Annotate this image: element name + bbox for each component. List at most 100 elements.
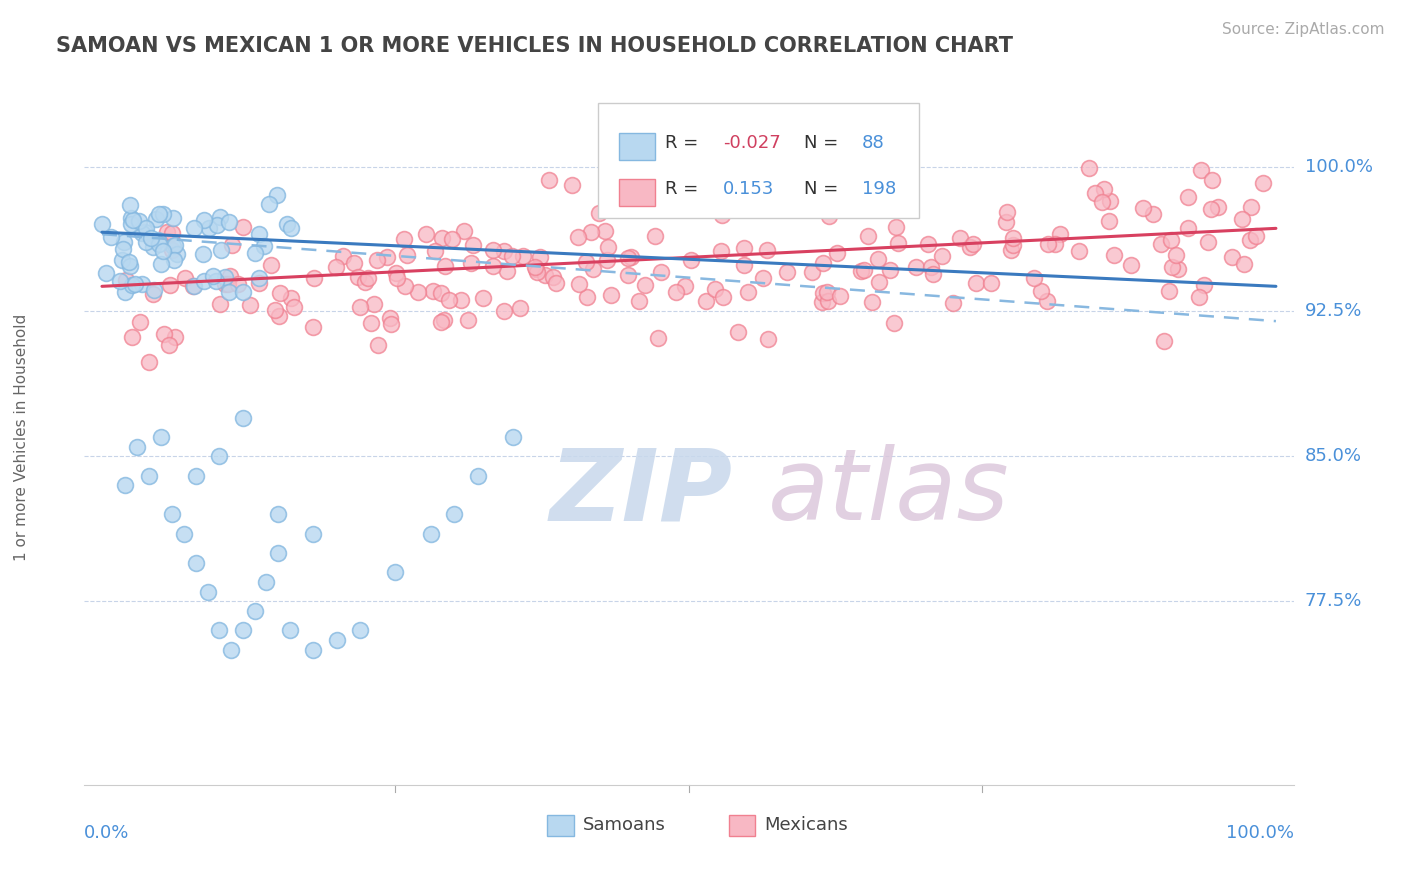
Text: N =: N = — [804, 179, 844, 198]
Point — [135, 221, 157, 235]
Point — [433, 260, 456, 274]
Point — [208, 211, 231, 225]
Point — [595, 253, 617, 268]
Point — [153, 327, 176, 342]
Point — [366, 252, 388, 267]
Point — [811, 256, 834, 270]
Point — [727, 325, 749, 339]
Point — [157, 338, 180, 352]
Text: Samoans: Samoans — [582, 816, 665, 834]
Point — [217, 277, 239, 292]
Point — [349, 624, 371, 638]
Point — [620, 250, 643, 264]
Point — [634, 278, 657, 293]
Point — [218, 215, 240, 229]
Point — [267, 508, 290, 522]
Point — [173, 270, 195, 285]
Point — [232, 410, 254, 425]
Text: 77.5%: 77.5% — [1305, 592, 1362, 610]
Point — [325, 260, 347, 274]
Point — [756, 243, 779, 257]
Point — [994, 214, 1017, 228]
Point — [450, 293, 472, 307]
Point — [1084, 186, 1107, 200]
Text: 198: 198 — [862, 179, 896, 198]
Point — [156, 226, 179, 240]
Point — [815, 285, 838, 299]
Point — [380, 317, 402, 331]
Point — [817, 293, 839, 308]
Point — [380, 311, 402, 326]
Point — [965, 276, 987, 290]
Point — [121, 330, 143, 344]
Point — [326, 633, 349, 648]
Point — [160, 243, 183, 257]
Point — [148, 236, 170, 251]
Point — [942, 295, 965, 310]
Point — [1001, 231, 1024, 245]
Point — [208, 450, 231, 464]
Point — [1142, 207, 1164, 221]
Point — [494, 244, 516, 258]
Point — [208, 624, 231, 638]
Point — [868, 275, 890, 289]
Point — [254, 574, 277, 589]
Point — [96, 266, 118, 280]
Point — [110, 274, 132, 288]
Point — [120, 211, 142, 226]
Point — [134, 226, 156, 240]
Point — [193, 274, 215, 288]
Point — [124, 277, 146, 291]
Point — [501, 250, 523, 264]
Point — [278, 624, 301, 638]
Point — [247, 276, 270, 290]
Point — [377, 250, 399, 264]
Point — [247, 270, 270, 285]
Bar — [547, 815, 574, 836]
Point — [302, 320, 325, 334]
Point — [302, 526, 325, 541]
Point — [276, 217, 298, 231]
Point — [962, 237, 984, 252]
Point — [495, 264, 517, 278]
Point — [422, 285, 444, 299]
Point — [752, 271, 775, 285]
Point — [214, 277, 236, 291]
Point — [1029, 284, 1052, 298]
Point — [860, 295, 883, 310]
Point — [218, 285, 240, 299]
Point — [579, 225, 602, 239]
Point — [695, 294, 717, 309]
Point — [239, 298, 262, 312]
Point — [423, 244, 446, 258]
Point — [467, 468, 489, 483]
Text: 100.0%: 100.0% — [1226, 824, 1294, 842]
Point — [710, 244, 733, 259]
Text: 0.153: 0.153 — [723, 179, 775, 198]
Point — [1188, 290, 1211, 304]
Point — [673, 278, 696, 293]
Point — [219, 642, 242, 657]
Point — [142, 240, 165, 254]
Point — [703, 282, 725, 296]
Point — [160, 226, 183, 240]
Text: 1 or more Vehicles in Household: 1 or more Vehicles in Household — [14, 313, 30, 561]
Point — [997, 205, 1019, 219]
Point — [628, 294, 651, 309]
Point — [1239, 233, 1261, 247]
Point — [183, 279, 205, 293]
Point — [138, 468, 160, 483]
Point — [1043, 237, 1066, 252]
Point — [121, 278, 143, 293]
Point — [146, 233, 169, 247]
Point — [959, 239, 981, 253]
Point — [931, 249, 953, 263]
Point — [1153, 334, 1175, 348]
Point — [1049, 227, 1071, 241]
Point — [349, 300, 371, 314]
Point — [209, 244, 232, 258]
Point — [232, 219, 254, 234]
Text: Mexicans: Mexicans — [763, 816, 848, 834]
Point — [529, 250, 551, 264]
Point — [827, 246, 849, 260]
